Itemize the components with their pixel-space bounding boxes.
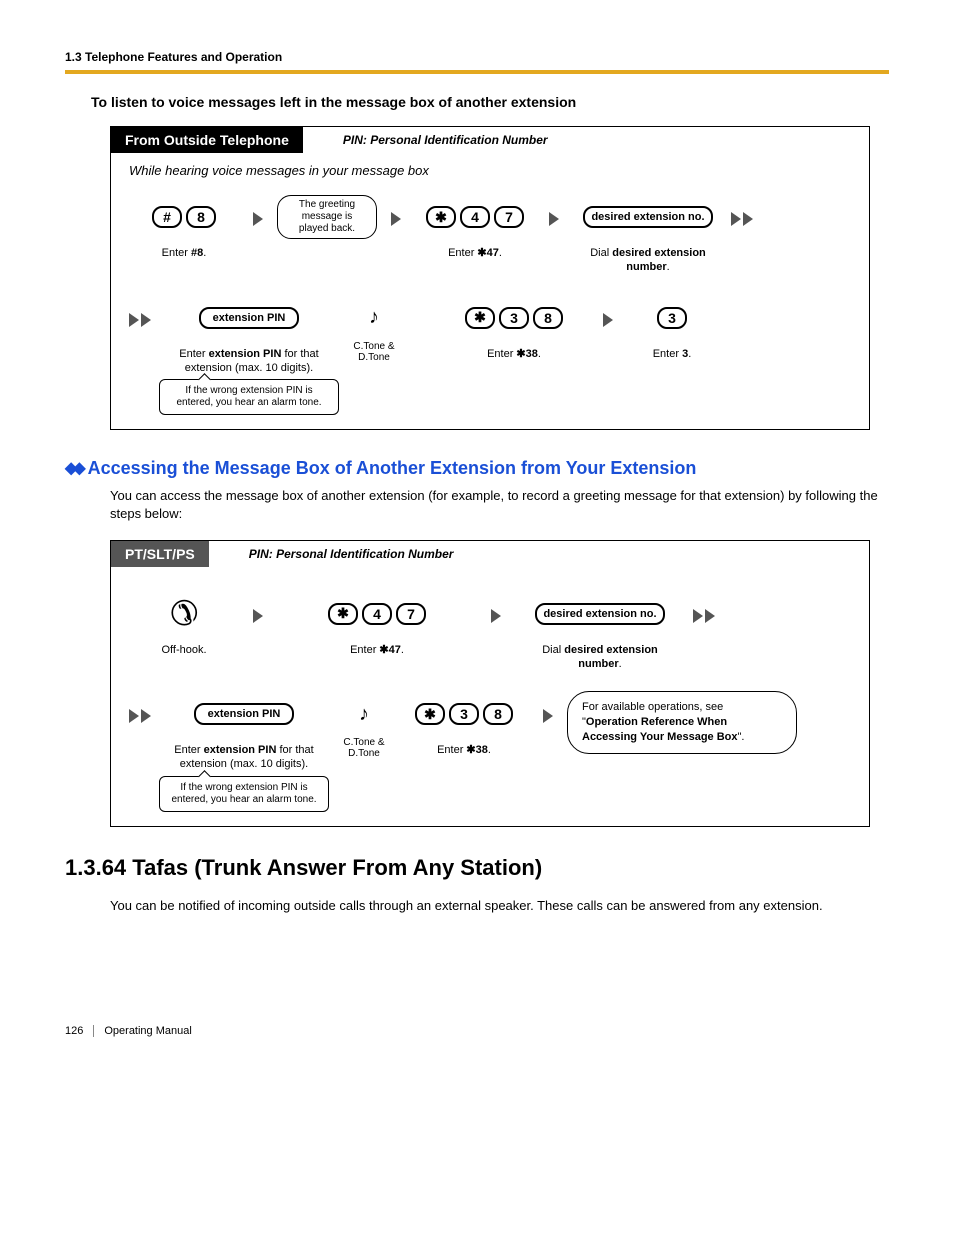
box2-row1: ✆ Off-hook. ✱ 4 7 Enter ✱47. desired ext…	[111, 585, 869, 672]
key-star: ✱	[415, 703, 445, 725]
cap-enter-hash8: Enter #8.	[162, 246, 207, 260]
page-footer: 126 Operating Manual	[65, 1025, 889, 1037]
cap-enter-pin: Enter extension PIN for that extension (…	[169, 743, 319, 772]
cap-dial-ext: Dial desired extension number.	[573, 246, 723, 275]
page-number: 126	[65, 1025, 94, 1037]
cap-dial-ext: Dial desired extension number.	[525, 643, 675, 672]
tone-caption: C.Tone & D.Tone	[339, 341, 409, 363]
greeting-oval: The greeting message is played back.	[277, 195, 377, 239]
arrow-icon	[253, 609, 263, 623]
arrow-icon	[391, 212, 401, 226]
header-rule	[65, 70, 889, 74]
key-3-final: 3	[657, 307, 687, 329]
cap-enter-38: Enter ✱38.	[487, 347, 541, 361]
cap-enter-38: Enter ✱38.	[437, 743, 491, 757]
key-4: 4	[460, 206, 490, 228]
intro-line: While hearing voice messages in your mes…	[129, 163, 869, 178]
heading-1364: 1.3.64 Tafas (Trunk Answer From Any Stat…	[65, 855, 889, 881]
diamond-icon: ◆◆	[65, 460, 82, 477]
double-arrow-icon	[129, 709, 151, 723]
key-8: 8	[186, 206, 216, 228]
double-arrow-icon	[693, 609, 715, 623]
key-hash: #	[152, 206, 182, 228]
flow-box-pt-slt-ps: PT/SLT/PS PIN: Personal Identification N…	[110, 540, 870, 827]
subheading-1: To listen to voice messages left in the …	[91, 94, 889, 110]
double-arrow-icon	[731, 212, 753, 226]
key-ext-pin: extension PIN	[199, 307, 299, 329]
pin-note: PIN: Personal Identification Number	[249, 547, 454, 561]
cap-enter-3: Enter 3.	[653, 347, 692, 361]
warn-bubble: If the wrong extension PIN is entered, y…	[159, 379, 339, 415]
cap-enter-47: Enter ✱47.	[448, 246, 502, 260]
manual-name: Operating Manual	[104, 1025, 191, 1037]
key-7: 7	[494, 206, 524, 228]
key-star: ✱	[328, 603, 358, 625]
blue-paragraph: You can access the message box of anothe…	[110, 487, 889, 523]
tab-from-outside: From Outside Telephone	[111, 127, 303, 153]
tab-pt-slt-ps: PT/SLT/PS	[111, 541, 209, 567]
tone-caption: C.Tone & D.Tone	[329, 737, 399, 759]
arrow-icon	[253, 212, 263, 226]
box1-row2: extension PIN Enter extension PIN for th…	[111, 289, 869, 416]
tone-icon: ♪	[369, 306, 379, 329]
cap-enter-pin: Enter extension PIN for that extension (…	[174, 347, 324, 376]
cap-offhook: Off-hook.	[161, 643, 206, 657]
arrow-icon	[549, 212, 559, 226]
running-header: 1.3 Telephone Features and Operation	[65, 50, 889, 64]
box1-row1: # 8 Enter #8. The greeting message is pl…	[111, 188, 869, 275]
arrow-icon	[543, 709, 553, 723]
key-star: ✱	[465, 307, 495, 329]
op-ref-oval: For available operations, see "Operation…	[567, 691, 797, 754]
arrow-icon	[603, 313, 613, 327]
flow-box-outside-telephone: From Outside Telephone PIN: Personal Ide…	[110, 126, 870, 430]
key-star: ✱	[426, 206, 456, 228]
key-4: 4	[362, 603, 392, 625]
key-desired-ext: desired extension no.	[535, 603, 665, 625]
key-3: 3	[499, 307, 529, 329]
offhook-icon: ✆	[170, 594, 199, 634]
tafas-paragraph: You can be notified of incoming outside …	[110, 897, 889, 915]
double-arrow-icon	[129, 313, 151, 327]
key-8: 8	[483, 703, 513, 725]
blue-section-header: ◆◆Accessing the Message Box of Another E…	[65, 458, 889, 479]
key-8: 8	[533, 307, 563, 329]
box2-row2: extension PIN Enter extension PIN for th…	[111, 685, 869, 812]
pin-note: PIN: Personal Identification Number	[343, 133, 548, 147]
key-3: 3	[449, 703, 479, 725]
key-ext-pin: extension PIN	[194, 703, 294, 725]
key-7: 7	[396, 603, 426, 625]
cap-enter-47: Enter ✱47.	[350, 643, 404, 657]
warn-bubble: If the wrong extension PIN is entered, y…	[159, 776, 329, 812]
tone-icon: ♪	[359, 703, 369, 726]
key-desired-ext: desired extension no.	[583, 206, 713, 228]
arrow-icon	[491, 609, 501, 623]
